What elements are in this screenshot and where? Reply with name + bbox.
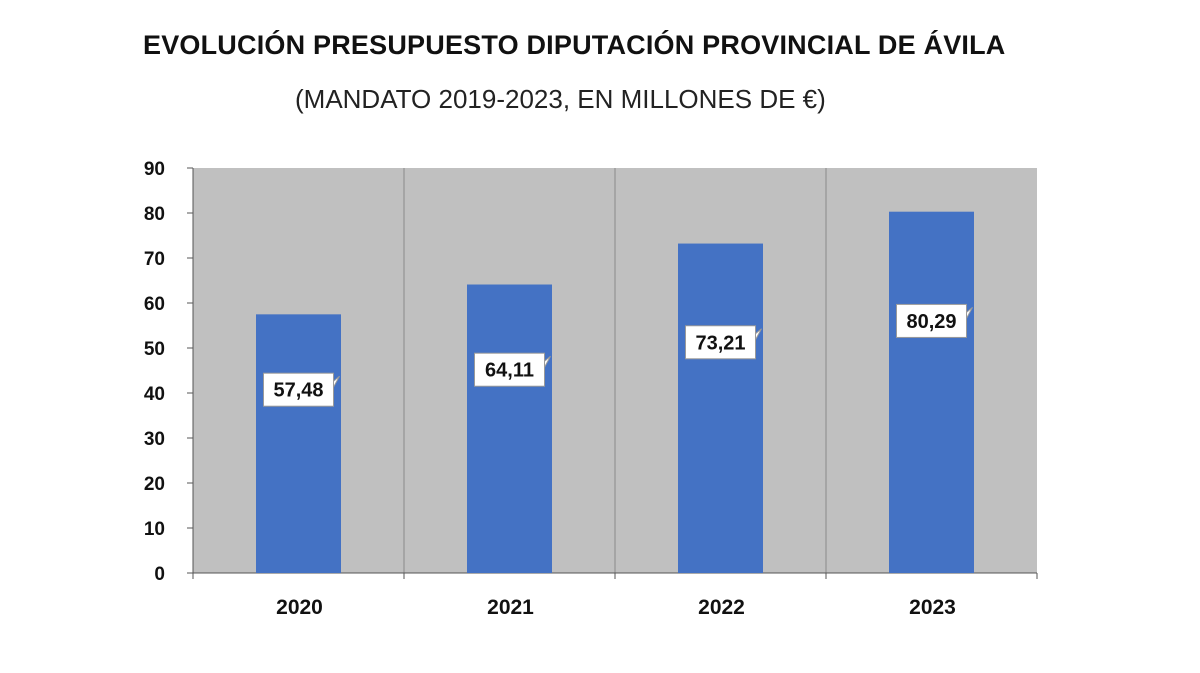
- bar: [678, 243, 763, 573]
- bar: [256, 314, 341, 573]
- data-label: 73,21: [695, 332, 745, 354]
- y-tick-label: 60: [144, 294, 165, 315]
- x-category-label: 2020: [276, 596, 323, 619]
- y-tick-label: 90: [144, 159, 165, 180]
- y-tick-label: 80: [144, 204, 165, 225]
- chart-title: EVOLUCIÓN PRESUPUESTO DIPUTACIÓN PROVINC…: [143, 30, 1006, 60]
- data-label-box: [474, 352, 545, 387]
- chart-subtitle: (MANDATO 2019-2023, EN MILLONES DE €): [295, 84, 826, 114]
- data-label: 57,48: [273, 380, 323, 402]
- y-tick-label: 0: [154, 564, 165, 585]
- data-label-pointer: [333, 375, 340, 388]
- data-label-box: [896, 303, 967, 338]
- data-label-pointer: [966, 307, 973, 319]
- data-label-pointer: [755, 328, 762, 341]
- x-category-label: 2022: [698, 596, 745, 619]
- y-tick-label: 50: [144, 339, 165, 360]
- y-tick-label: 40: [144, 384, 165, 405]
- bar: [889, 211, 974, 573]
- data-label-box: [263, 372, 334, 407]
- x-category-label: 2021: [487, 596, 534, 619]
- y-tick-label: 20: [144, 474, 165, 495]
- data-label: 64,11: [485, 360, 534, 382]
- bar: [467, 284, 552, 573]
- x-category-label: 2023: [909, 596, 956, 619]
- data-label: 80,29: [906, 311, 956, 333]
- data-label-pointer: [544, 355, 551, 368]
- y-tick-label: 30: [144, 429, 165, 450]
- data-label-box: [685, 325, 756, 360]
- y-tick-label: 70: [144, 249, 165, 270]
- y-tick-label: 10: [144, 519, 165, 540]
